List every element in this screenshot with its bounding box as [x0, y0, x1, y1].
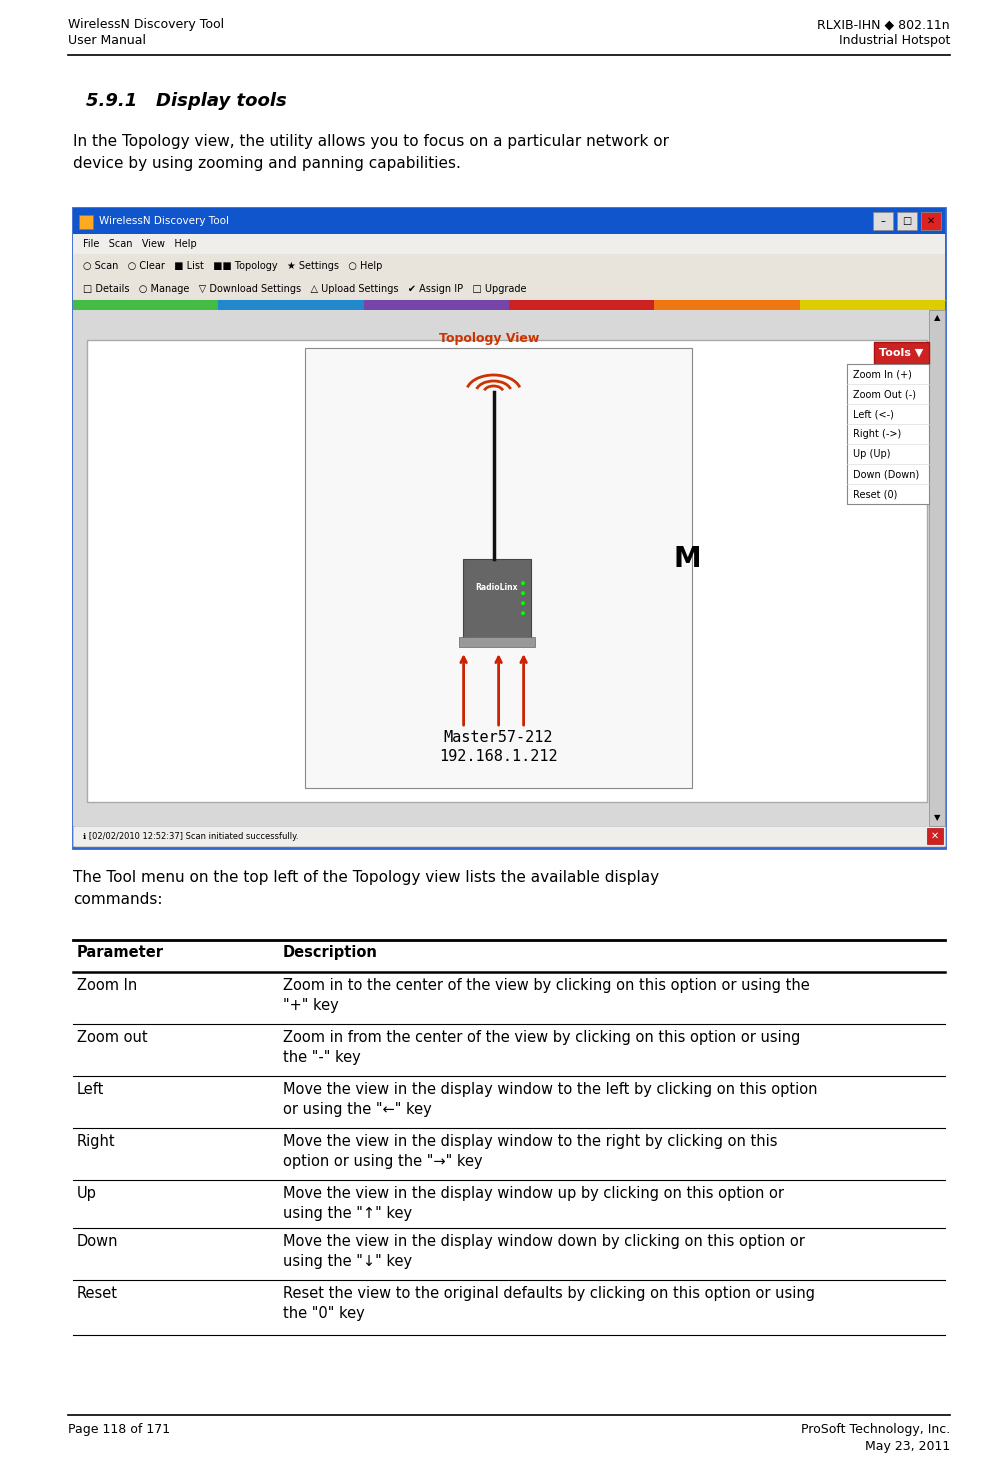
Text: 5.9.1   Display tools: 5.9.1 Display tools — [86, 93, 287, 110]
Text: Zoom In (+): Zoom In (+) — [853, 369, 912, 379]
Text: Right: Right — [77, 1134, 116, 1149]
Circle shape — [521, 582, 525, 585]
Text: Zoom Out (-): Zoom Out (-) — [853, 389, 916, 400]
Text: □ Details   ○ Manage   ▽ Download Settings   △ Upload Settings   ✔ Assign IP   □: □ Details ○ Manage ▽ Download Settings △… — [83, 284, 526, 294]
Text: Move the view in the display window to the left by clicking on this option
or us: Move the view in the display window to t… — [283, 1083, 817, 1118]
Bar — [73, 300, 218, 310]
Text: Tools ▼: Tools ▼ — [879, 348, 924, 358]
Text: ▼: ▼ — [934, 814, 940, 823]
Bar — [218, 300, 363, 310]
Text: Move the view in the display window down by clicking on this option or
using the: Move the view in the display window down… — [283, 1234, 805, 1269]
Text: ○ Scan   ○ Clear   ■ List   ■■ Topology   ★ Settings   ○ Help: ○ Scan ○ Clear ■ List ■■ Topology ★ Sett… — [83, 261, 382, 270]
Text: Zoom In: Zoom In — [77, 978, 137, 993]
Text: Zoom in to the center of the view by clicking on this option or using the
"+" ke: Zoom in to the center of the view by cli… — [283, 978, 810, 1014]
Text: WirelessN Discovery Tool: WirelessN Discovery Tool — [68, 18, 224, 31]
Bar — [459, 638, 535, 648]
Text: –: – — [881, 216, 886, 226]
Bar — [305, 348, 691, 787]
Bar — [73, 254, 945, 278]
Text: Left: Left — [77, 1083, 104, 1097]
Bar — [929, 310, 945, 826]
Text: ✕: ✕ — [931, 831, 939, 840]
Text: M: M — [674, 545, 701, 573]
Text: Parameter: Parameter — [77, 945, 164, 961]
Bar — [363, 300, 509, 310]
Text: May 23, 2011: May 23, 2011 — [865, 1440, 950, 1453]
Text: Right (->): Right (->) — [853, 429, 901, 439]
Text: Reset (0): Reset (0) — [853, 489, 898, 499]
Text: Up: Up — [77, 1185, 97, 1202]
Bar — [654, 300, 799, 310]
Text: Move the view in the display window to the right by clicking on this
option or u: Move the view in the display window to t… — [283, 1134, 778, 1169]
Text: Zoom out: Zoom out — [77, 1030, 147, 1044]
Text: ℹ [02/02/2010 12:52:37] Scan initiated successfully.: ℹ [02/02/2010 12:52:37] Scan initiated s… — [83, 831, 299, 840]
Text: In the Topology view, the utility allows you to focus on a particular network or: In the Topology view, the utility allows… — [73, 134, 669, 170]
Circle shape — [521, 601, 525, 605]
Text: User Manual: User Manual — [68, 34, 146, 47]
Bar — [87, 339, 927, 802]
Text: ProSoft Technology, Inc.: ProSoft Technology, Inc. — [800, 1423, 950, 1437]
Bar — [79, 214, 93, 229]
Text: WirelessN Discovery Tool: WirelessN Discovery Tool — [99, 216, 229, 226]
Bar — [73, 234, 945, 254]
Text: Industrial Hotspot: Industrial Hotspot — [839, 34, 950, 47]
Bar — [799, 300, 945, 310]
Text: RadioLinx: RadioLinx — [475, 583, 518, 592]
Circle shape — [521, 611, 525, 616]
Text: Page 118 of 171: Page 118 of 171 — [68, 1423, 170, 1437]
Bar — [873, 212, 893, 231]
Bar — [927, 829, 943, 845]
Text: Topology View: Topology View — [439, 332, 539, 345]
Bar — [897, 212, 917, 231]
Text: Up (Up): Up (Up) — [853, 450, 891, 458]
Text: Master57-212
192.168.1.212: Master57-212 192.168.1.212 — [439, 730, 558, 764]
Bar — [73, 826, 945, 846]
Text: Reset: Reset — [77, 1285, 118, 1302]
Text: Zoom in from the center of the view by clicking on this option or using
the "-" : Zoom in from the center of the view by c… — [283, 1030, 800, 1065]
Bar — [463, 560, 531, 639]
Text: File   Scan   View   Help: File Scan View Help — [83, 239, 196, 250]
Bar — [921, 212, 941, 231]
Text: Left (<-): Left (<-) — [853, 408, 894, 419]
Text: Move the view in the display window up by clicking on this option or
using the ": Move the view in the display window up b… — [283, 1185, 784, 1221]
Text: Reset the view to the original defaults by clicking on this option or using
the : Reset the view to the original defaults … — [283, 1285, 815, 1322]
Circle shape — [521, 591, 525, 595]
Text: RLXIB-IHN ◆ 802.11n: RLXIB-IHN ◆ 802.11n — [817, 18, 950, 31]
Text: Description: Description — [283, 945, 378, 961]
Text: ▲: ▲ — [934, 313, 940, 323]
Text: Down: Down — [77, 1234, 119, 1249]
Text: The Tool menu on the top left of the Topology view lists the available display
c: The Tool menu on the top left of the Top… — [73, 870, 659, 906]
Text: ✕: ✕ — [927, 216, 935, 226]
Bar — [874, 342, 929, 364]
Bar — [73, 209, 945, 848]
Bar — [73, 209, 945, 234]
Bar — [73, 278, 945, 300]
Bar — [73, 310, 945, 826]
Text: Down (Down): Down (Down) — [853, 469, 919, 479]
Text: □: □ — [902, 216, 911, 226]
Bar — [509, 300, 654, 310]
Bar — [847, 364, 929, 504]
